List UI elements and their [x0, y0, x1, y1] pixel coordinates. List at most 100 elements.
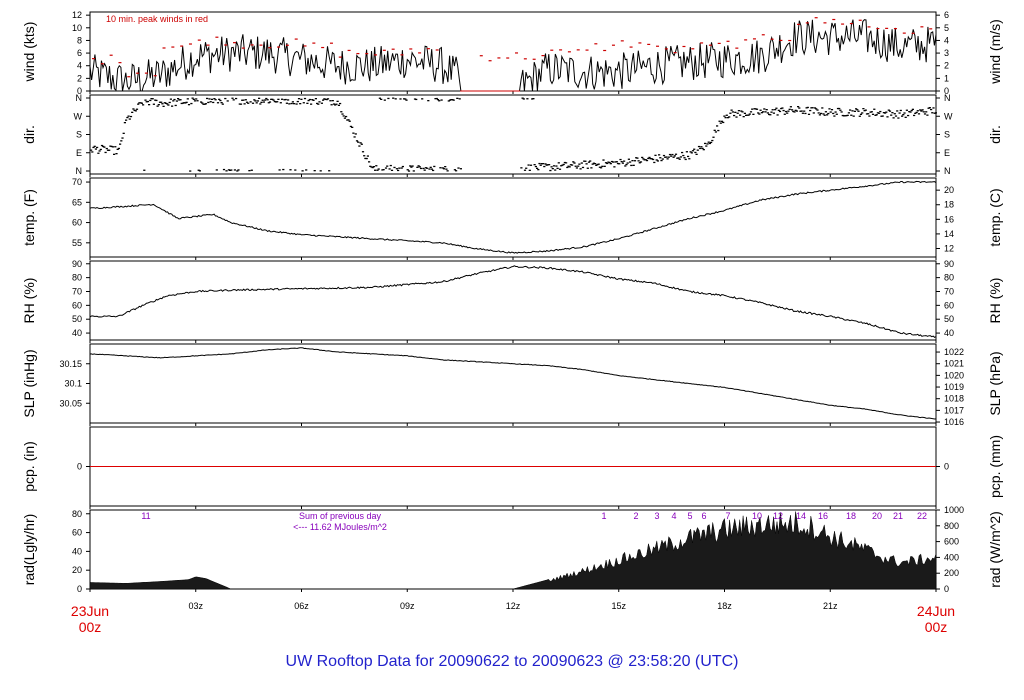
dir-point	[361, 151, 365, 153]
right-axis-label: rad (W/m^2)	[987, 511, 1003, 588]
dir-point	[548, 164, 551, 166]
dir-point	[887, 109, 890, 111]
right-axis-label: wind (m/s)	[987, 19, 1003, 85]
dir-point	[885, 111, 888, 113]
dir-point	[745, 114, 748, 116]
dir-point	[801, 112, 804, 114]
dir-point	[135, 108, 139, 110]
rh-series-line	[89, 265, 937, 339]
dir-point	[251, 102, 255, 104]
dir-point	[445, 168, 448, 170]
dir-point	[656, 160, 659, 162]
rad-hour-label: 11	[141, 511, 150, 521]
dir-point	[335, 103, 338, 105]
dir-point	[623, 160, 626, 162]
dir-point	[556, 167, 559, 169]
dir-point	[606, 162, 609, 165]
dir-point	[551, 168, 554, 170]
dir-point	[658, 154, 661, 156]
dir-point	[923, 113, 927, 115]
dir-point	[447, 100, 450, 102]
dir-point	[259, 103, 262, 105]
dir-point	[262, 101, 265, 103]
left-axis-label: SLP (inHg)	[21, 349, 37, 417]
dir-point	[406, 169, 409, 171]
panel-rad: rad(Lgly/hr) rad (W/m^2)02040608002004006…	[21, 505, 1003, 594]
dir-point	[244, 99, 247, 101]
left-tick-label: 40	[72, 546, 82, 556]
dir-point	[838, 107, 841, 110]
dir-point	[749, 111, 753, 113]
dir-point	[670, 155, 673, 157]
dir-point	[863, 110, 866, 112]
dir-point	[160, 101, 163, 103]
dir-point	[409, 165, 412, 167]
x-tick-label: 03z	[188, 601, 203, 611]
dir-point	[161, 103, 164, 105]
right-tick-label: 70	[944, 286, 954, 296]
dir-point	[855, 108, 858, 110]
dir-point	[579, 168, 582, 170]
dir-point	[760, 112, 763, 114]
right-tick-label: 1000	[944, 505, 964, 515]
right-tick-label: 6	[944, 10, 949, 20]
dir-point	[436, 99, 440, 101]
dir-point	[804, 112, 807, 115]
left-tick-label: 80	[72, 509, 82, 519]
dir-point	[648, 156, 651, 159]
dir-point	[568, 166, 571, 168]
right-tick-label: 3	[944, 48, 949, 58]
dir-point	[908, 111, 911, 113]
dir-point	[438, 100, 441, 102]
dir-point	[712, 136, 715, 138]
dir-point	[896, 110, 899, 112]
dir-point	[865, 113, 869, 115]
dir-point	[456, 97, 459, 99]
dir-point	[893, 113, 896, 115]
dir-point	[370, 166, 373, 168]
left-tick-label: 12	[72, 10, 82, 20]
dir-point	[317, 103, 320, 105]
dir-point	[615, 161, 618, 163]
dir-point	[771, 109, 774, 111]
peak-wind-annotation: 10 min. peak winds in red	[106, 14, 208, 24]
dir-point	[411, 165, 414, 167]
dir-point	[119, 143, 122, 145]
dir-point	[459, 168, 462, 170]
dir-point	[587, 161, 591, 163]
rad-sum-value: <--- 11.62 MJoules/m^2	[293, 522, 387, 532]
dir-point	[886, 116, 889, 118]
dir-point	[707, 141, 710, 143]
dir-point	[916, 110, 919, 112]
dir-point	[98, 150, 101, 152]
left-tick-label: 30.05	[59, 398, 82, 408]
dir-point	[931, 112, 934, 114]
dir-point	[265, 97, 268, 100]
dir-point	[830, 109, 834, 111]
dir-point	[631, 160, 634, 162]
dir-point	[846, 114, 849, 116]
panel-rh: RH (%) RH (%) 40 50 60 70 80 90 40 50 60 70 80 90	[21, 259, 1003, 343]
left-tick-label: 55	[72, 238, 82, 248]
dir-point	[637, 160, 640, 162]
dir-point	[230, 169, 233, 171]
dir-point	[653, 161, 656, 164]
dir-point	[383, 99, 386, 101]
dir-point	[418, 166, 421, 168]
dir-point	[206, 97, 209, 100]
dir-point	[578, 163, 581, 165]
dir-point	[596, 163, 599, 166]
dir-point	[522, 98, 525, 100]
dir-point	[845, 115, 848, 117]
dir-point	[353, 136, 356, 138]
left-tick-label: 0	[77, 86, 82, 96]
dir-point	[180, 102, 183, 105]
dir-point	[560, 165, 563, 167]
dir-point	[349, 125, 352, 128]
dir-point	[152, 103, 155, 105]
dir-point	[747, 114, 750, 116]
dir-point	[376, 169, 379, 171]
dir-point	[117, 147, 120, 150]
dir-point	[803, 110, 806, 112]
dir-point	[109, 145, 112, 147]
